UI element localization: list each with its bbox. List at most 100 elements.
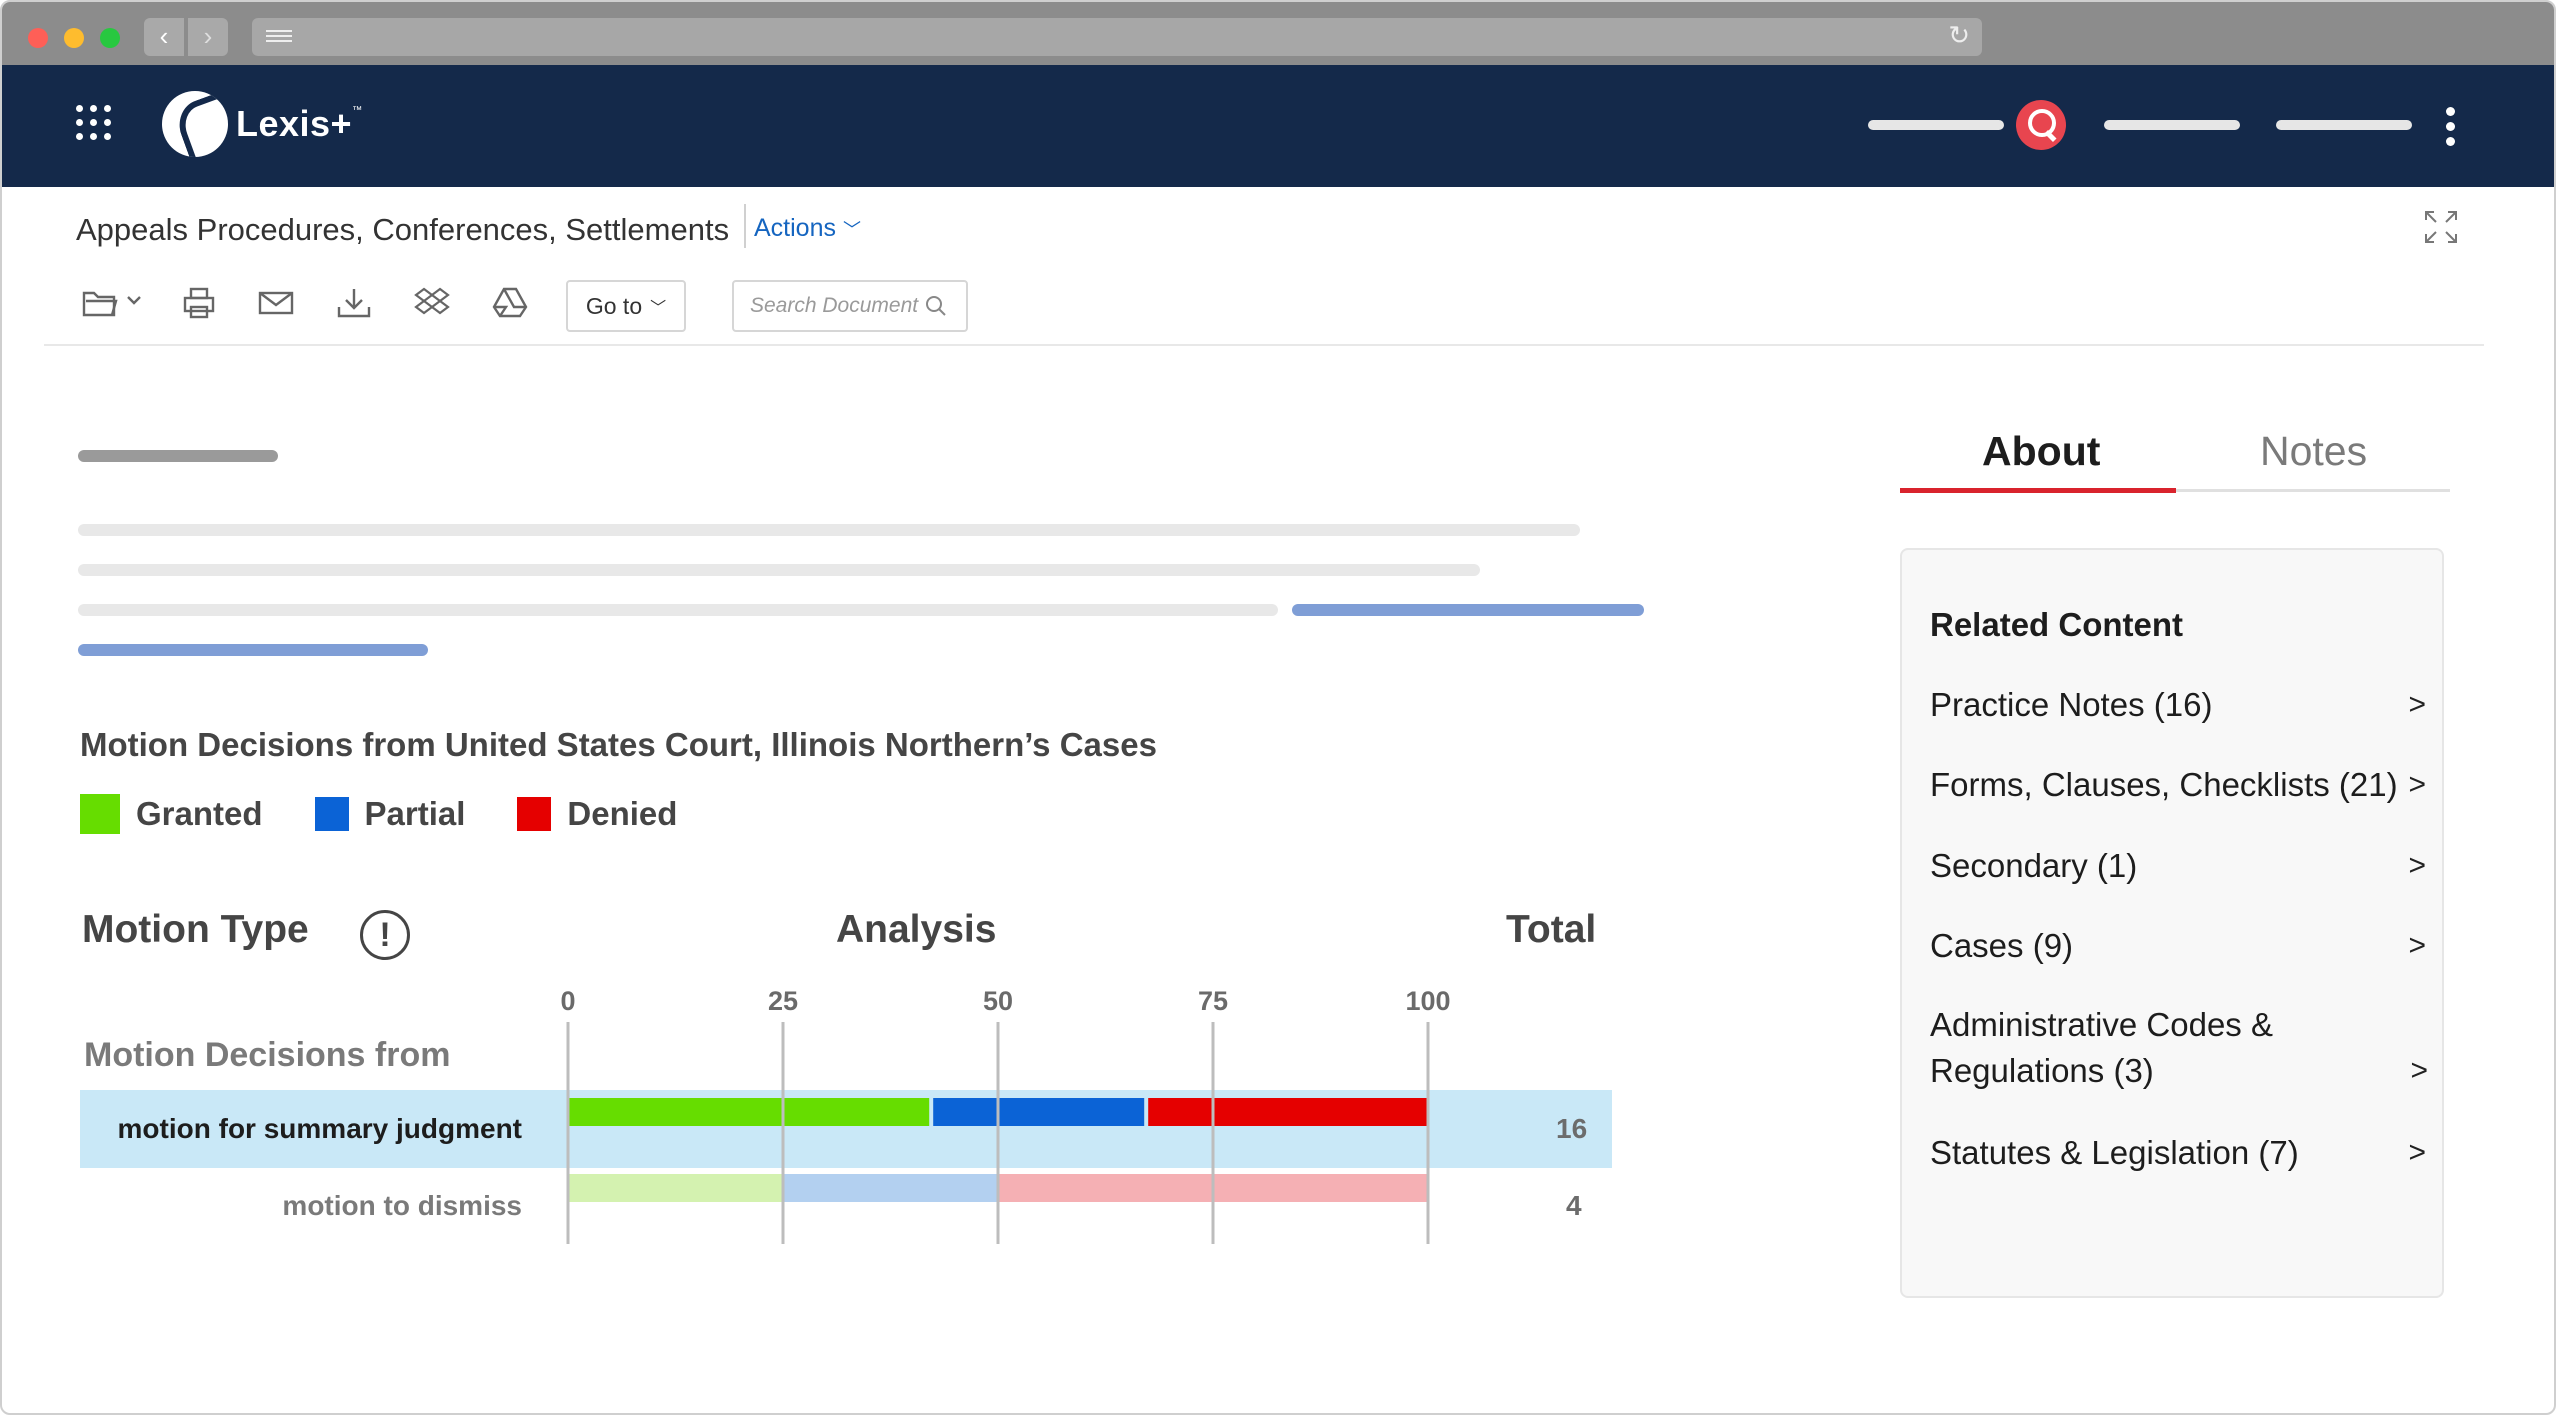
x-tick-label: 75	[1198, 986, 1228, 1016]
expand-icon[interactable]	[2424, 210, 2458, 244]
total-header: Total	[1506, 908, 1597, 951]
title-divider	[744, 204, 746, 248]
info-icon[interactable]: !	[360, 910, 410, 960]
header-nav-placeholder[interactable]	[2276, 120, 2412, 130]
search-document-placeholder: Search Document	[750, 294, 919, 317]
legend-swatch	[80, 794, 120, 834]
placeholder-link[interactable]	[78, 644, 428, 656]
row-total: 16	[1556, 1113, 1588, 1144]
folder-icon[interactable]	[82, 285, 152, 321]
related-item-secondary[interactable]: Secondary (1) >	[1930, 843, 2430, 889]
tab-about[interactable]: About	[1982, 428, 2101, 474]
bar-segment-partial[interactable]	[933, 1098, 1145, 1126]
reader-icon[interactable]	[266, 30, 292, 44]
lexis-mark-icon	[162, 91, 228, 157]
search-icon[interactable]	[2016, 100, 2066, 150]
motion-type-header: Motion Type	[82, 908, 309, 951]
bar-segment-granted[interactable]	[568, 1174, 783, 1202]
download-icon[interactable]	[336, 285, 372, 321]
x-tick-label: 50	[983, 986, 1013, 1016]
analysis-header: Analysis	[836, 908, 997, 951]
legend-swatch	[517, 797, 552, 831]
placeholder-heading	[78, 450, 278, 462]
document-title: Appeals Procedures, Conferences, Settlem…	[76, 212, 730, 247]
related-item-practice-notes[interactable]: Practice Notes (16) >	[1930, 682, 2430, 728]
goto-label: Go to	[585, 292, 643, 319]
chevron-right-icon: >	[2408, 1136, 2426, 1169]
x-tick-label: 25	[768, 986, 798, 1016]
goto-dropdown[interactable]: Go to ﹀	[566, 280, 686, 332]
chevron-right-icon: >	[2408, 929, 2426, 962]
bar-segment-denied[interactable]	[1148, 1098, 1428, 1126]
actions-label: Actions	[754, 214, 836, 242]
bar-segment-partial[interactable]	[783, 1174, 998, 1202]
legend-label: Granted	[136, 795, 263, 832]
legend-label: Partial	[364, 795, 466, 832]
placeholder-link[interactable]	[1292, 604, 1644, 616]
row-label-motion-to-dismiss[interactable]: motion to dismiss	[282, 1190, 522, 1221]
close-window-button[interactable]	[28, 28, 48, 48]
header-nav-placeholder[interactable]	[2104, 120, 2240, 130]
related-item-label: Forms, Clauses, Checklists (21)	[1930, 766, 2398, 803]
related-item-label: Statutes & Legislation (7)	[1930, 1134, 2299, 1171]
row-total: 4	[1566, 1190, 1582, 1221]
search-icon	[926, 296, 946, 316]
actions-menu[interactable]: Actions ﹀	[754, 214, 861, 243]
chevron-down-icon: ﹀	[650, 300, 667, 317]
legend-swatch	[314, 797, 349, 831]
back-button[interactable]: ‹	[144, 18, 184, 56]
chevron-down-icon: ﹀	[842, 220, 861, 240]
chevron-right-icon: >	[2408, 849, 2426, 882]
related-item-label: Cases (9)	[1930, 927, 2074, 964]
chart-title: Motion Decisions from United States Cour…	[80, 726, 1157, 763]
row-group-label: Motion Decisions from	[84, 1036, 451, 1074]
browser-toolbar: ‹ › ↻	[2, 2, 2554, 65]
related-item-cases[interactable]: Cases (9) >	[1930, 923, 2430, 969]
lexis-logo[interactable]: Lexis+ ™	[162, 89, 362, 159]
forward-button[interactable]: ›	[188, 18, 228, 56]
related-item-admin-codes[interactable]: Administrative Codes & Regulations (3) >	[1930, 1002, 2428, 1094]
chevron-right-icon: >	[2408, 688, 2426, 721]
google-drive-icon[interactable]	[492, 285, 528, 321]
email-icon[interactable]	[258, 285, 294, 321]
related-item-label: Administrative Codes & Regulations (3)	[1930, 1006, 2273, 1089]
related-item-label: Practice Notes (16)	[1930, 686, 2213, 723]
legend-item-denied: Denied	[517, 795, 677, 833]
legend-item-partial: Partial	[314, 795, 466, 833]
related-content-title: Related Content	[1930, 606, 2184, 643]
chevron-right-icon: >	[2410, 1054, 2428, 1087]
minimize-window-button[interactable]	[64, 28, 84, 48]
more-menu-icon[interactable]	[2446, 107, 2456, 152]
app-header: Lexis+ ™	[2, 65, 2554, 187]
placeholder-line	[78, 604, 1278, 616]
brand-name: Lexis+	[236, 103, 353, 144]
trademark: ™	[352, 104, 363, 116]
legend-label: Denied	[567, 795, 678, 832]
active-tab-indicator	[1900, 488, 2176, 493]
app-launcher-icon[interactable]	[76, 105, 112, 141]
related-item-statutes[interactable]: Statutes & Legislation (7) >	[1930, 1130, 2430, 1176]
address-bar[interactable]: ↻	[252, 18, 1982, 56]
chevron-right-icon: >	[2408, 768, 2426, 801]
tab-notes[interactable]: Notes	[2260, 428, 2368, 474]
search-document-input[interactable]: Search Document	[732, 280, 968, 332]
toolbar-divider	[44, 344, 2484, 346]
reload-icon[interactable]: ↻	[1948, 20, 1970, 50]
legend-item-granted: Granted	[80, 794, 263, 834]
maximize-window-button[interactable]	[100, 28, 120, 48]
x-tick-label: 100	[1405, 986, 1450, 1016]
related-content-panel: Related Content Practice Notes (16) > Fo…	[1900, 548, 2444, 1298]
placeholder-line	[78, 564, 1480, 576]
row-label-summary-judgment[interactable]: motion for summary judgment	[117, 1113, 522, 1144]
motion-decisions-chart: 0 25 50 75 100	[560, 986, 1451, 1244]
bar-segment-granted[interactable]	[568, 1098, 930, 1126]
related-item-forms[interactable]: Forms, Clauses, Checklists (21) >	[1930, 762, 2430, 808]
chart-legend: Granted Partial Denied	[80, 794, 729, 834]
related-item-label: Secondary (1)	[1930, 847, 2138, 884]
dropbox-icon[interactable]	[414, 285, 450, 321]
placeholder-line	[78, 524, 1580, 536]
header-nav-placeholder[interactable]	[1868, 120, 2004, 130]
print-icon[interactable]	[182, 285, 218, 321]
x-tick-label: 0	[560, 986, 575, 1016]
